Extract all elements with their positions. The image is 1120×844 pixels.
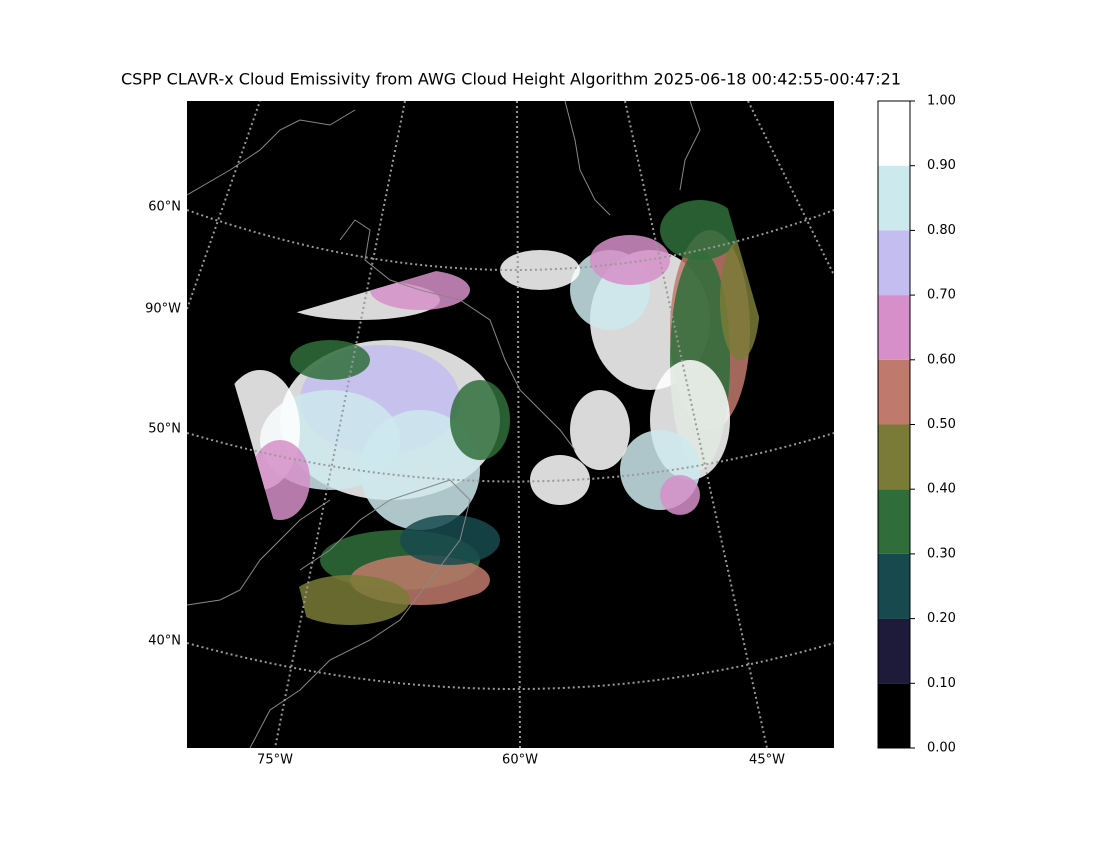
colorbar-segment	[878, 101, 910, 166]
cloud-blob	[400, 515, 500, 565]
lon-label: 90°W	[145, 302, 181, 317]
colorbar-tick-label: 0.20	[927, 611, 956, 626]
coastline	[187, 101, 701, 748]
colorbar-segment	[878, 295, 910, 360]
colorbar-tick-label: 0.50	[927, 417, 956, 432]
colorbar-tick-label: 0.30	[927, 546, 956, 561]
cloud-blob	[570, 390, 630, 470]
colorbar: 0.00 0.10 0.20 0.30 0.40 0.50 0.60 0.70 0.80 0.90…	[877, 94, 956, 756]
lat-label: 40°N	[148, 634, 181, 649]
lon-label: 75°W	[257, 753, 293, 768]
colorbar-segment	[878, 165, 910, 231]
lat-label: 50°N	[148, 422, 181, 437]
cloud-blob	[290, 340, 370, 380]
lon-label: 60°W	[502, 753, 538, 768]
cloud-blob	[660, 200, 740, 260]
cloud-blob	[450, 380, 510, 460]
lat-label: 60°N	[148, 200, 181, 215]
title: CSPP CLAVR-x Cloud Emissivity from AWG C…	[121, 70, 901, 89]
colorbar-tick-label: 0.00	[927, 741, 956, 756]
cloud-blob	[590, 235, 670, 285]
graticule	[187, 101, 834, 748]
colorbar-segment	[878, 553, 910, 619]
colorbar-segment	[878, 230, 910, 296]
lon-label: 45°W	[749, 753, 785, 768]
colorbar-tick-label: 0.80	[927, 223, 956, 238]
map-overlay	[187, 101, 834, 748]
colorbar-segment	[878, 683, 910, 748]
cloud-blob	[530, 455, 590, 505]
colorbar-tick-label: 1.00	[927, 94, 956, 109]
colorbar-tick-label: 0.90	[927, 158, 956, 173]
colorbar-tick-label: 0.60	[927, 352, 956, 367]
colorbar-tick-label: 0.40	[927, 482, 956, 497]
cloud-blob	[290, 575, 410, 625]
colorbar-segment	[878, 424, 910, 490]
colorbar-segment	[878, 489, 910, 554]
colorbar-segment	[878, 618, 910, 684]
colorbar-tick-label: 0.10	[927, 676, 956, 691]
colorbar-tick-label: 0.70	[927, 288, 956, 303]
colorbar-segment	[878, 359, 910, 425]
cloud-blob	[660, 475, 700, 515]
